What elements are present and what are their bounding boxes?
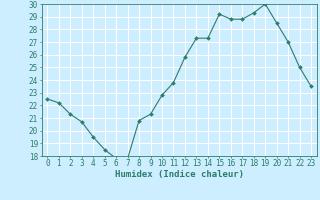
X-axis label: Humidex (Indice chaleur): Humidex (Indice chaleur) <box>115 170 244 179</box>
